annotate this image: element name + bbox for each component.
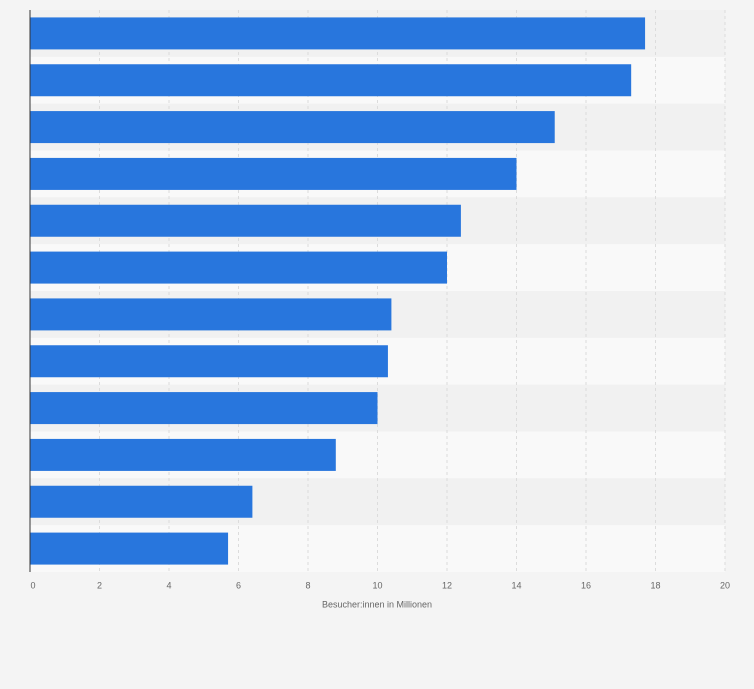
- bar: [30, 438, 336, 471]
- bar: [30, 111, 555, 144]
- bar: [30, 485, 253, 518]
- x-tick-label: 0: [30, 580, 35, 590]
- bar: [30, 64, 632, 97]
- bar: [30, 345, 388, 378]
- x-tick-label: 20: [720, 580, 730, 590]
- x-axis-label: Besucher:innen in Millionen: [322, 599, 432, 609]
- x-tick-label: 10: [372, 580, 382, 590]
- x-tick-label: 2: [97, 580, 102, 590]
- bar: [30, 392, 378, 425]
- bar: [30, 298, 392, 331]
- bar: [30, 532, 229, 565]
- x-tick-label: 6: [236, 580, 241, 590]
- x-tick-label: 14: [511, 580, 521, 590]
- x-tick-label: 18: [650, 580, 660, 590]
- bar: [30, 157, 517, 190]
- x-tick-label: 4: [166, 580, 171, 590]
- bar: [30, 17, 646, 50]
- x-tick-label: 12: [442, 580, 452, 590]
- bar: [30, 204, 461, 237]
- x-tick-label: 16: [581, 580, 591, 590]
- x-tick-label: 8: [305, 580, 310, 590]
- bar: [30, 251, 447, 284]
